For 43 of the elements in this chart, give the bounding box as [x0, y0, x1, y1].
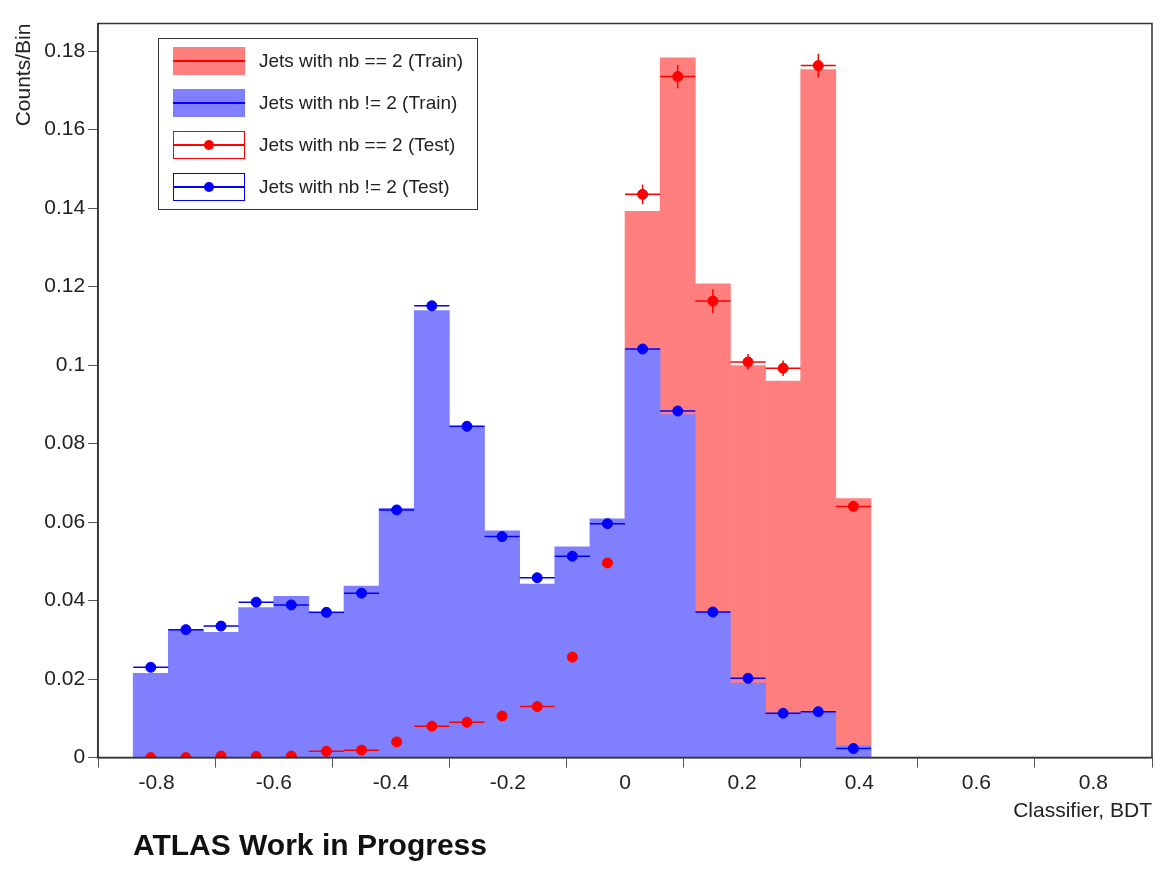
y-tick-label: 0.14 [44, 194, 86, 218]
point [566, 651, 578, 663]
point [320, 745, 332, 757]
y-tick-label: 0.12 [44, 273, 86, 297]
point [180, 624, 192, 636]
point [145, 661, 157, 673]
y-tick-label: 0.16 [44, 116, 86, 140]
x-tick-label: 0.8 [1078, 770, 1109, 793]
point [496, 710, 508, 722]
y-axis-title: Counts/Bin [11, 23, 35, 127]
y-tick-label: 0.08 [44, 430, 86, 454]
x-tick-label: 0.6 [961, 770, 991, 793]
x-tick-label: -0.8 [138, 770, 175, 793]
x-tick-label: -0.6 [255, 770, 292, 793]
text: ATLAS Work in Progress [133, 828, 488, 862]
y-tick-label: 0 [73, 744, 86, 768]
y-tick-label: 0.1 [55, 351, 86, 375]
x-axis-title: Classifier, BDT [1013, 798, 1153, 822]
legend-label: Jets with nb != 2 (Train) [259, 92, 458, 114]
y-tick-label: 0.06 [44, 508, 86, 532]
legend-label: Jets with nb == 2 (Train) [259, 50, 464, 72]
x-tick-label: 0 [619, 770, 631, 793]
y-tick-label: 0.18 [44, 37, 86, 61]
point [391, 736, 403, 748]
y-tick-label: 0.04 [44, 587, 86, 611]
point [601, 518, 613, 530]
x-tick-label: -0.2 [489, 770, 527, 793]
point [601, 557, 613, 569]
point [812, 706, 824, 718]
point [496, 531, 508, 543]
point [742, 672, 754, 684]
point [847, 500, 859, 512]
point [461, 716, 473, 728]
point [531, 701, 543, 713]
point [461, 420, 473, 432]
x-tick-label: -0.4 [372, 770, 410, 793]
legend-label: Jets with nb != 2 (Test) [259, 176, 450, 198]
point [847, 743, 859, 755]
x-tick-label: 0.4 [844, 770, 875, 793]
legend-label: Jets with nb == 2 (Test) [259, 134, 456, 156]
point [320, 606, 332, 618]
y-tick-label: 0.02 [44, 665, 86, 689]
x-tick-label: 0.2 [727, 770, 757, 793]
